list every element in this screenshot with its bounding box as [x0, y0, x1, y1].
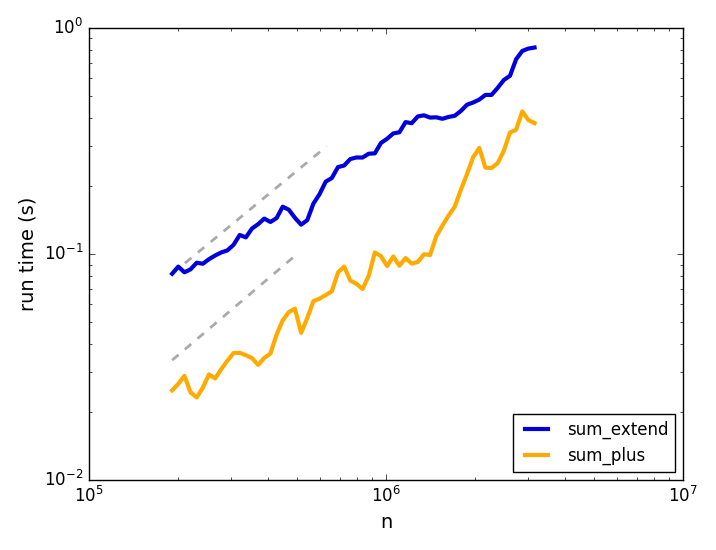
- sum_plus: [236, 349, 244, 356]
- sum_plus: [168, 387, 176, 394]
- Y-axis label: run time (s): run time (s): [18, 197, 37, 311]
- sum_plus: [518, 108, 526, 115]
- sum_plus: [266, 350, 275, 357]
- sum_plus: [531, 120, 539, 127]
- sum_plus: [297, 329, 306, 336]
- sum_extend: [229, 241, 238, 248]
- sum_plus: [291, 305, 299, 312]
- sum_extend: [284, 206, 293, 213]
- Line: sum_extend: sum_extend: [172, 47, 535, 274]
- sum_extend: [291, 214, 299, 221]
- sum_extend: [260, 215, 268, 222]
- Legend: sum_extend, sum_plus: sum_extend, sum_plus: [513, 414, 674, 472]
- sum_extend: [395, 129, 404, 136]
- sum_plus: [279, 317, 287, 324]
- X-axis label: n: n: [380, 513, 392, 532]
- sum_plus: [193, 394, 201, 401]
- sum_extend: [168, 271, 176, 277]
- sum_plus: [401, 255, 410, 261]
- sum_extend: [531, 44, 539, 51]
- sum_extend: [272, 215, 281, 222]
- Line: sum_plus: sum_plus: [172, 112, 535, 398]
